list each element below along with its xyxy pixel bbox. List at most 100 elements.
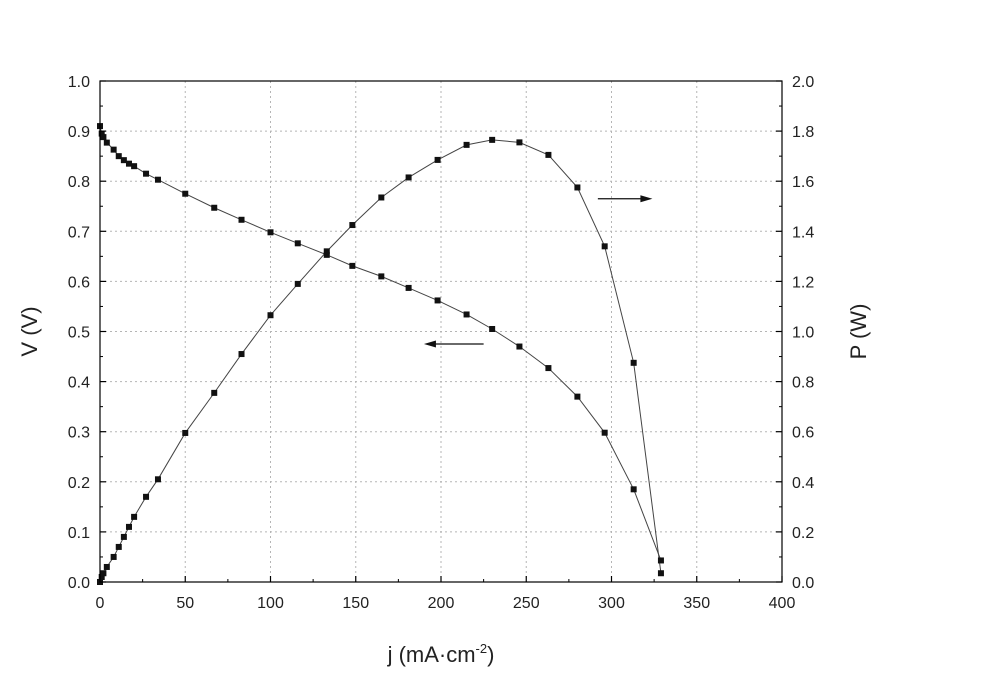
voltage-data-point xyxy=(267,229,274,236)
power-data-point xyxy=(601,243,608,250)
power-data-point xyxy=(103,563,110,570)
voltage-data-point xyxy=(434,297,441,304)
y-right-tick-label: 1.8 xyxy=(792,124,814,141)
x-tick-label: 400 xyxy=(769,595,796,612)
y-right-tick-label: 0.0 xyxy=(792,575,814,592)
voltage-data-point xyxy=(489,325,496,332)
power-data-point xyxy=(630,359,637,366)
voltage-data-point xyxy=(516,343,523,350)
power-data-point xyxy=(238,351,245,358)
voltage-data-point xyxy=(103,139,110,146)
y-right-tick-label: 1.6 xyxy=(792,174,814,191)
power-data-point xyxy=(657,570,664,577)
power-data-point xyxy=(211,389,218,396)
x-tick-label: 200 xyxy=(428,595,455,612)
voltage-data-point xyxy=(120,157,127,164)
y-left-tick-label: 0.1 xyxy=(68,525,90,542)
power-data-point xyxy=(545,151,552,158)
power-data-point xyxy=(463,141,470,148)
x-tick-label: 0 xyxy=(96,595,105,612)
y-right-tick-label: 1.0 xyxy=(792,325,814,342)
power-data-point xyxy=(378,194,385,201)
y-left-tick-label: 0.4 xyxy=(68,375,90,392)
y-right-tick-label: 0.2 xyxy=(792,525,814,542)
y-right-tick-label: 1.4 xyxy=(792,224,814,241)
voltage-data-point xyxy=(657,557,664,564)
voltage-data-point xyxy=(110,146,117,153)
power-data-point xyxy=(323,248,330,255)
power-data-point xyxy=(143,493,150,500)
x-tick-label: 100 xyxy=(257,595,284,612)
voltage-data-point xyxy=(601,429,608,436)
voltage-data-point xyxy=(125,160,132,167)
x-axis-title-main: j (mA·cm xyxy=(387,642,476,667)
arrow-left-icon xyxy=(423,340,436,348)
y-left-tick-label: 1.0 xyxy=(68,74,90,91)
x-axis-title-superscript: -2 xyxy=(476,641,488,656)
power-data-point xyxy=(115,543,122,550)
axis-ticks xyxy=(99,80,783,583)
voltage-data-point xyxy=(182,190,189,197)
power-data-point xyxy=(182,429,189,436)
power-data-point xyxy=(120,533,127,540)
y-left-tick-label: 0.0 xyxy=(68,575,90,592)
y-right-axis-title: P (W) xyxy=(846,304,871,360)
power-data-point xyxy=(489,136,496,143)
x-axis-title: j (mA·cm-2) xyxy=(387,641,495,667)
voltage-data-point xyxy=(378,273,385,280)
power-data-point xyxy=(405,174,412,181)
voltage-data-point xyxy=(323,251,330,258)
tick-labels: 0 50 100 150 200 250 300 350 400 0.0 0.0 0.1 0.2 0.2 0… xyxy=(68,74,815,612)
voltage-data-point xyxy=(154,176,161,183)
power-data-point xyxy=(131,513,138,520)
y-left-tick-label: 0.5 xyxy=(68,325,90,342)
voltage-data-point xyxy=(131,163,138,170)
power-data-point xyxy=(100,570,107,577)
voltage-data-point xyxy=(238,216,245,223)
x-tick-label: 300 xyxy=(598,595,625,612)
y-left-tick-label: 0.2 xyxy=(68,475,90,492)
y-left-tick-label: 0.7 xyxy=(68,224,90,241)
series-points xyxy=(97,123,664,585)
power-data-point xyxy=(267,312,274,319)
y-left-tick-label: 0.9 xyxy=(68,124,90,141)
y-left-tick-label: 0.3 xyxy=(68,425,90,442)
power-data-point xyxy=(294,280,301,287)
voltage-data-point xyxy=(211,204,218,211)
y-left-axis-title: V (V) xyxy=(17,306,42,356)
y-left-tick-label: 0.8 xyxy=(68,174,90,191)
x-tick-label: 350 xyxy=(683,595,710,612)
y-right-tick-label: 0.8 xyxy=(792,375,814,392)
annotation-arrows xyxy=(423,195,653,348)
voltage-data-point xyxy=(143,170,150,177)
power-data-point xyxy=(349,222,356,229)
y-right-tick-label: 1.2 xyxy=(792,274,814,291)
voltage-data-point xyxy=(630,486,637,493)
voltage-data-point xyxy=(115,153,122,160)
power-data-point xyxy=(98,573,105,580)
power-data-point xyxy=(516,139,523,146)
x-tick-label: 150 xyxy=(342,595,369,612)
arrow-right-icon xyxy=(640,195,653,203)
grid-lines xyxy=(100,81,782,582)
voltage-data-point xyxy=(405,284,412,291)
voltage-data-point xyxy=(574,393,581,400)
voltage-data-point xyxy=(463,311,470,318)
voltage-data-point xyxy=(100,134,107,141)
power-data-point xyxy=(434,156,441,163)
y-right-tick-label: 2.0 xyxy=(792,74,814,91)
x-axis-title-tail: ) xyxy=(487,642,494,667)
power-data-point xyxy=(574,184,581,191)
voltage-data-point xyxy=(294,240,301,247)
power-data-point xyxy=(125,523,132,530)
x-tick-label: 50 xyxy=(176,595,194,612)
voltage-data-point xyxy=(349,262,356,269)
power-data-point xyxy=(110,553,117,560)
power-series-line xyxy=(99,139,662,583)
y-right-tick-label: 0.6 xyxy=(792,425,814,442)
voltage-data-point xyxy=(98,130,105,137)
voltage-data-point xyxy=(545,365,552,372)
x-tick-label: 250 xyxy=(513,595,540,612)
y-right-tick-label: 0.4 xyxy=(792,475,814,492)
